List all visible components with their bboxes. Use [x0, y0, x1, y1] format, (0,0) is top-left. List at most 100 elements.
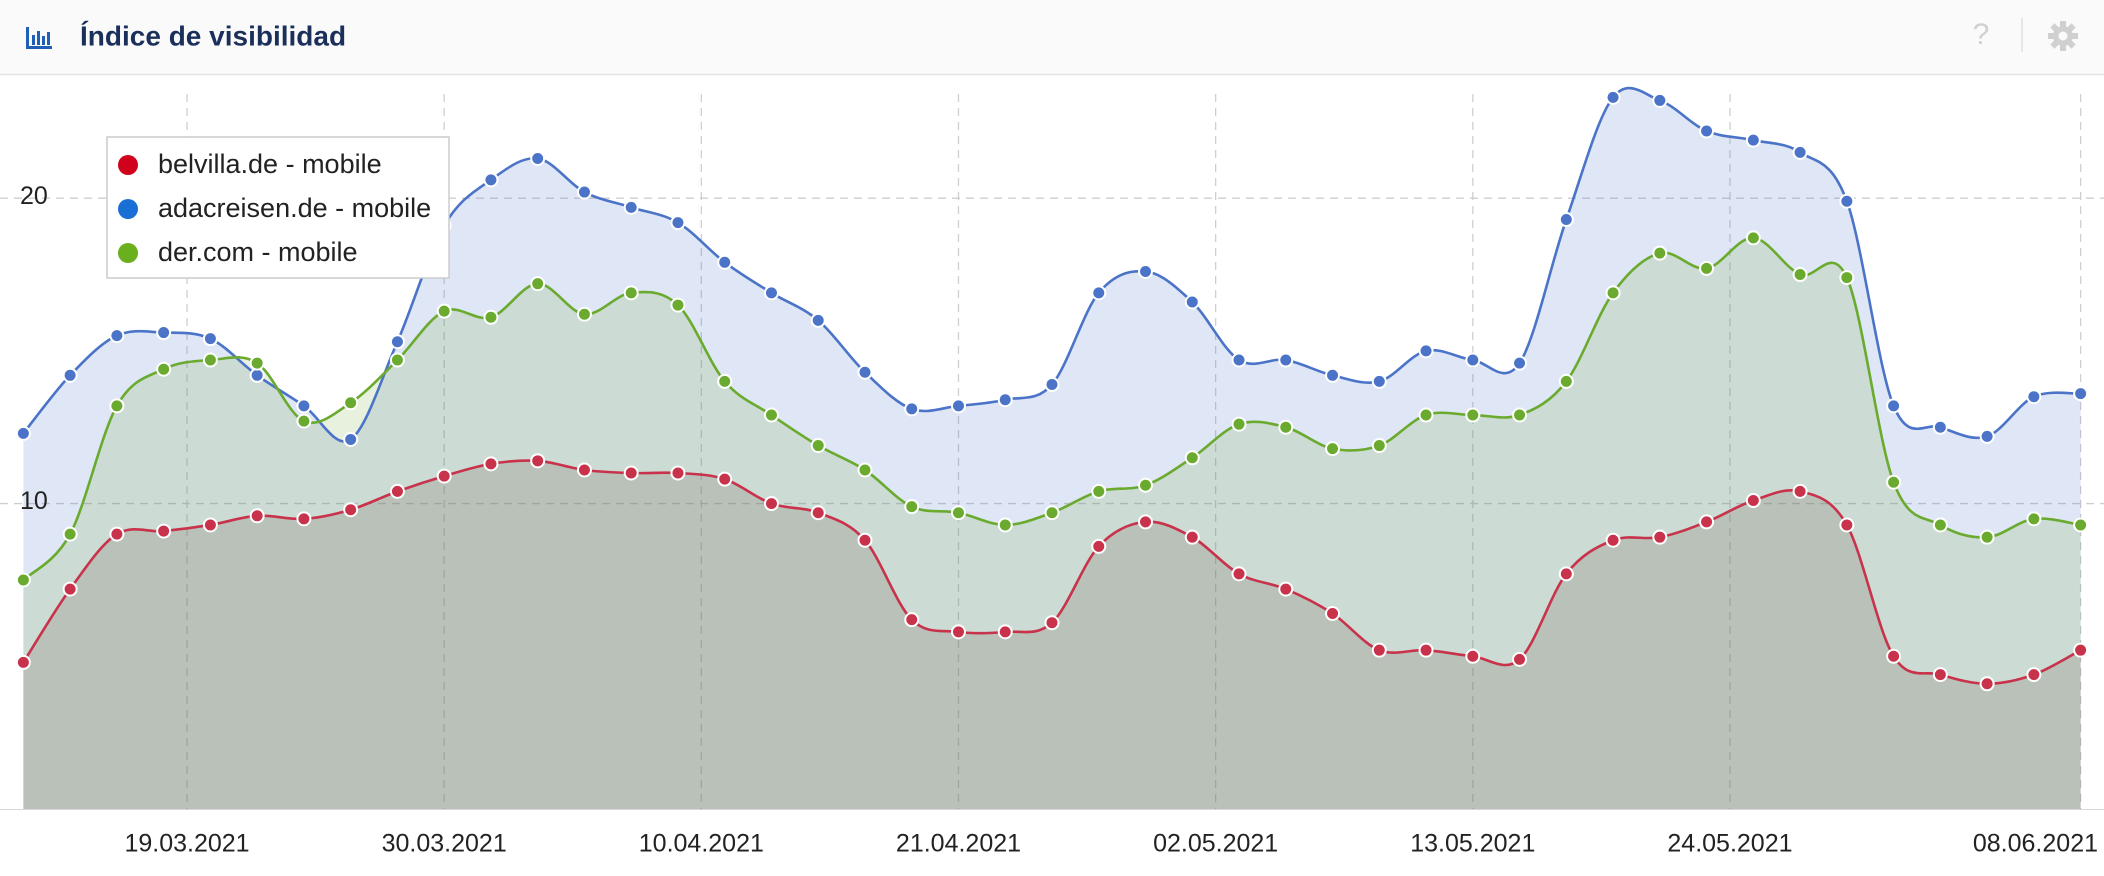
- data-point: [1044, 615, 1060, 631]
- data-point: [950, 624, 966, 640]
- header-bar: [0, 0, 2104, 74]
- series-area: [23, 88, 2081, 810]
- x-tick-label: 30.03.2021: [382, 830, 507, 858]
- data-point: [1652, 245, 1668, 261]
- data-point: [670, 215, 686, 231]
- data-point: [296, 413, 312, 429]
- data-point: [296, 398, 312, 414]
- data-point: [950, 398, 966, 414]
- data-point: [1652, 92, 1668, 108]
- data-point: [904, 499, 920, 515]
- data-point: [2026, 667, 2042, 683]
- data-point: [1886, 474, 1902, 490]
- data-point: [1044, 376, 1060, 392]
- data-point: [156, 325, 172, 341]
- data-point: [857, 462, 873, 478]
- data-point: [1231, 416, 1247, 432]
- data-point: [763, 285, 779, 301]
- data-point: [1325, 367, 1341, 383]
- data-point: [763, 407, 779, 423]
- data-point: [1091, 483, 1107, 499]
- data-point: [857, 532, 873, 548]
- data-point: [202, 352, 218, 368]
- legend-label: der.com - mobile: [158, 237, 358, 267]
- data-point: [997, 392, 1013, 408]
- data-point: [670, 465, 686, 481]
- data-point: [576, 306, 592, 322]
- data-point: [1699, 260, 1715, 276]
- data-point: [1465, 352, 1481, 368]
- data-point: [1979, 676, 1995, 692]
- data-point: [1138, 263, 1154, 279]
- data-point: [623, 465, 639, 481]
- x-tick-label: 08.06.2021: [1973, 830, 2098, 858]
- x-tick-label: 21.04.2021: [896, 830, 1021, 858]
- help-button[interactable]: ?: [1973, 18, 1990, 51]
- data-point: [15, 425, 31, 441]
- data-point: [483, 456, 499, 472]
- series-area: [23, 460, 2081, 809]
- data-point: [623, 285, 639, 301]
- legend-marker: [118, 155, 138, 175]
- data-point: [1325, 441, 1341, 457]
- data-point: [1184, 450, 1200, 466]
- data-point: [530, 150, 546, 166]
- data-point: [1044, 505, 1060, 521]
- legend-box: [106, 136, 450, 279]
- data-point: [1558, 566, 1574, 582]
- data-point: [1325, 606, 1341, 622]
- data-point: [1699, 514, 1715, 530]
- data-point: [1138, 477, 1154, 493]
- data-point: [530, 276, 546, 292]
- x-tick-label: 10.04.2021: [639, 830, 764, 858]
- data-point: [1512, 355, 1528, 371]
- data-point: [2073, 517, 2089, 533]
- data-point: [343, 395, 359, 411]
- data-point: [343, 431, 359, 447]
- data-point: [1745, 230, 1761, 246]
- data-point: [62, 526, 78, 542]
- series-area: [23, 237, 2081, 810]
- data-point: [997, 517, 1013, 533]
- data-point: [904, 612, 920, 628]
- data-point: [1605, 285, 1621, 301]
- data-point: [904, 401, 920, 417]
- settings-button[interactable]: [2048, 21, 2078, 51]
- data-point: [1371, 438, 1387, 454]
- x-tick-label: 19.03.2021: [124, 830, 249, 858]
- data-point: [1278, 581, 1294, 597]
- y-tick-label: 20: [20, 182, 48, 210]
- legend-label: belvilla.de - mobile: [158, 149, 382, 179]
- data-point: [1418, 343, 1434, 359]
- data-point: [1745, 493, 1761, 509]
- data-point: [2073, 642, 2089, 658]
- data-point: [1605, 89, 1621, 105]
- data-point: [15, 654, 31, 670]
- data-point: [717, 373, 733, 389]
- data-point: [483, 172, 499, 188]
- data-point: [1792, 267, 1808, 283]
- data-point: [15, 572, 31, 588]
- data-point: [717, 471, 733, 487]
- data-point: [156, 523, 172, 539]
- data-point: [436, 303, 452, 319]
- data-point: [1699, 123, 1715, 139]
- data-point: [623, 199, 639, 215]
- data-point: [1605, 532, 1621, 548]
- data-point: [1839, 270, 1855, 286]
- x-tick-label: 02.05.2021: [1153, 830, 1278, 858]
- data-point: [670, 297, 686, 313]
- data-point: [1652, 529, 1668, 545]
- data-point: [1418, 407, 1434, 423]
- data-point: [1371, 642, 1387, 658]
- data-point: [249, 355, 265, 371]
- legend-label: adacreisen.de - mobile: [158, 193, 431, 223]
- data-point: [389, 483, 405, 499]
- data-point: [109, 328, 125, 344]
- data-point: [1184, 529, 1200, 545]
- data-point: [717, 254, 733, 270]
- data-point: [1558, 212, 1574, 228]
- data-point: [62, 581, 78, 597]
